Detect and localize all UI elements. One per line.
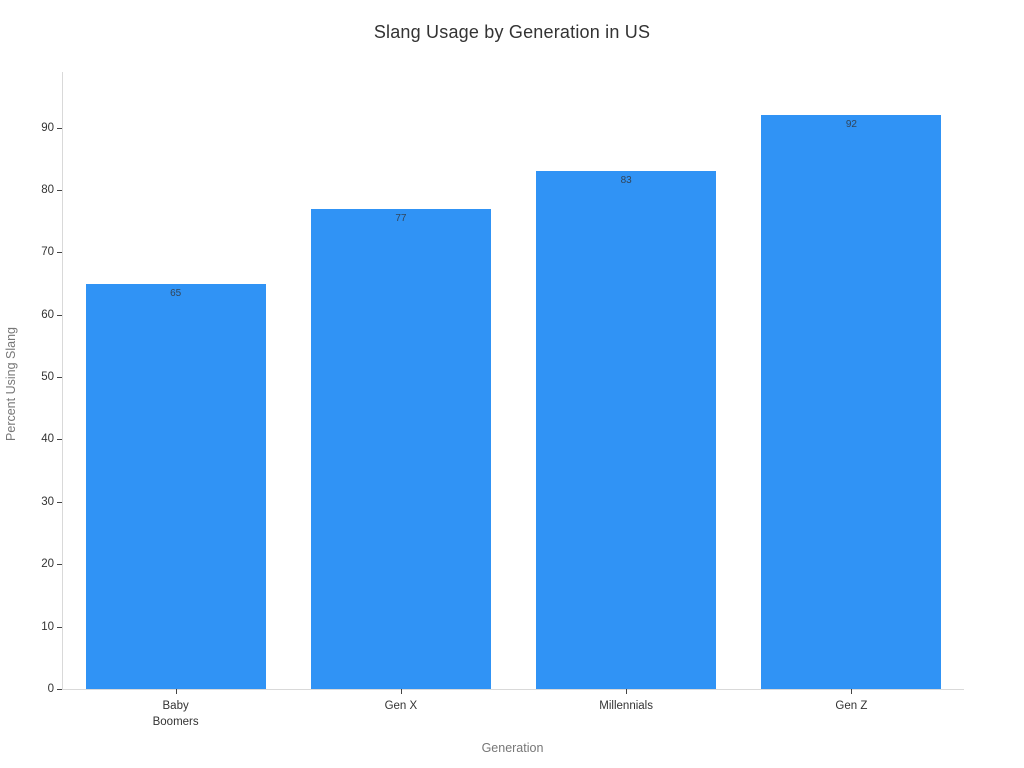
bar-value-label: 83 — [620, 175, 632, 187]
bar-4: 92 — [761, 115, 942, 689]
x-tick — [626, 689, 628, 694]
y-tick-label: 60 — [41, 308, 54, 321]
y-tick — [57, 189, 62, 191]
bar-value-label: 92 — [845, 119, 857, 131]
x-axis-title: Generation — [481, 741, 544, 755]
bar-3: 83 — [536, 171, 717, 689]
x-tick-label: Gen X — [384, 700, 418, 712]
x-tick-label: Gen Z — [835, 700, 868, 712]
y-tick — [57, 127, 62, 129]
y-tick — [57, 689, 62, 690]
y-tick — [57, 501, 62, 503]
y-tick-label: 30 — [41, 495, 54, 508]
x-tick — [400, 689, 402, 694]
y-tick-label: 10 — [41, 620, 54, 633]
chart-title: Slang Usage by Generation in US — [373, 22, 651, 42]
y-tick-label: 50 — [41, 371, 54, 384]
bar-value-label: 77 — [395, 212, 407, 224]
y-tick — [57, 439, 62, 441]
y-tick-label: 40 — [41, 433, 54, 446]
x-tick-label: Millennials — [599, 700, 653, 712]
x-tick-label: Baby Boomers — [152, 700, 199, 728]
y-tick — [57, 377, 62, 379]
y-tick — [57, 252, 62, 254]
y-tick — [57, 314, 62, 316]
x-tick — [851, 689, 853, 694]
plot-area: 0 10 20 30 40 50 60 70 80 90 65 Baby Boomers 77 Gen X… — [41, 72, 964, 728]
y-tick-label: 70 — [41, 246, 54, 259]
y-tick — [57, 564, 62, 566]
y-tick-label: 90 — [41, 121, 54, 134]
x-tick — [175, 689, 177, 694]
bar-value-label: 65 — [170, 287, 182, 299]
bar-1: 65 — [85, 283, 266, 689]
y-tick-label: 0 — [47, 683, 54, 695]
y-tick — [57, 626, 62, 628]
y-tick-label: 80 — [41, 183, 54, 196]
y-tick-label: 20 — [41, 558, 54, 571]
bar-2: 77 — [310, 208, 491, 689]
